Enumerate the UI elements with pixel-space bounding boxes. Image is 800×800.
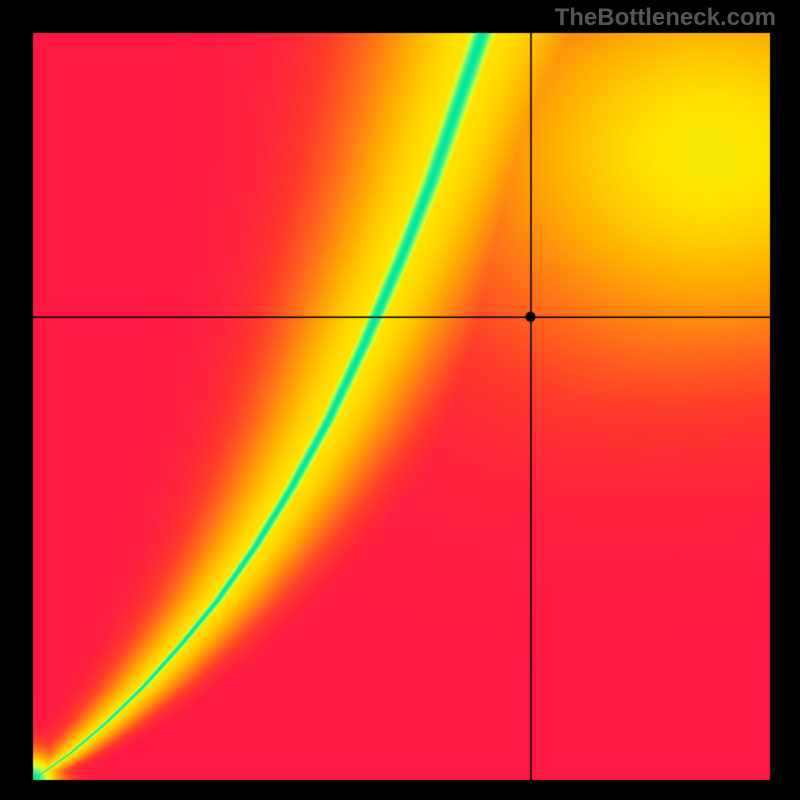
chart-container: { "attribution": { "text": "TheBottlenec… bbox=[0, 0, 800, 800]
bottleneck-heatmap bbox=[0, 0, 800, 800]
attribution-text: TheBottleneck.com bbox=[555, 4, 776, 32]
